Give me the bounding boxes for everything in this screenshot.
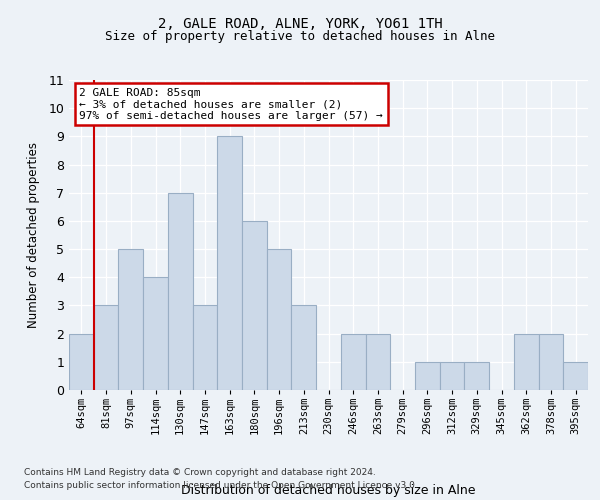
Bar (242, 221, 267, 390)
Bar (118, 249, 143, 390)
Bar (415, 362, 440, 390)
Bar (292, 306, 316, 390)
Y-axis label: Number of detached properties: Number of detached properties (27, 142, 40, 328)
Bar (440, 362, 464, 390)
Text: Contains HM Land Registry data © Crown copyright and database right 2024.: Contains HM Land Registry data © Crown c… (24, 468, 376, 477)
Bar (94, 306, 118, 390)
Bar (217, 136, 242, 390)
X-axis label: Distribution of detached houses by size in Alne: Distribution of detached houses by size … (181, 484, 476, 498)
Text: 2, GALE ROAD, ALNE, YORK, YO61 1TH: 2, GALE ROAD, ALNE, YORK, YO61 1TH (158, 18, 442, 32)
Text: Contains public sector information licensed under the Open Government Licence v3: Contains public sector information licen… (24, 480, 418, 490)
Text: 2 GALE ROAD: 85sqm
← 3% of detached houses are smaller (2)
97% of semi-detached : 2 GALE ROAD: 85sqm ← 3% of detached hous… (79, 88, 383, 121)
Bar (168, 192, 193, 390)
Text: Size of property relative to detached houses in Alne: Size of property relative to detached ho… (105, 30, 495, 43)
Bar (365, 334, 390, 390)
Bar (514, 334, 539, 390)
Bar (69, 334, 94, 390)
Bar (267, 249, 292, 390)
Bar (563, 362, 588, 390)
Bar (341, 334, 365, 390)
Bar (193, 306, 217, 390)
Bar (143, 278, 168, 390)
Bar (539, 334, 563, 390)
Bar (464, 362, 489, 390)
